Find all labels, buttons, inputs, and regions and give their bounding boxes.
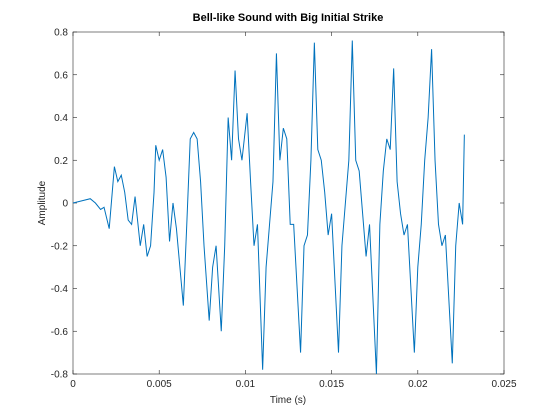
x-axis-label: Time (s): [270, 395, 306, 406]
x-tick-label: 0.015: [319, 379, 344, 390]
y-tick-label: -0.4: [51, 284, 69, 295]
y-tick-label: 0.4: [54, 113, 68, 124]
x-tick-label: 0: [70, 379, 76, 390]
x-tick-label: 0.005: [147, 379, 172, 390]
plot-area: [72, 31, 505, 375]
y-axis-label: Amplitude: [37, 180, 48, 225]
x-tick-label: 0.02: [408, 379, 428, 390]
y-tick-label: 0: [62, 199, 68, 210]
x-tick-label: 0.01: [236, 379, 256, 390]
y-tick-label: 0.8: [54, 28, 68, 39]
y-tick-label: -0.2: [51, 241, 69, 252]
y-tick-label: -0.6: [51, 327, 69, 338]
y-tick-label: 0.2: [54, 156, 68, 167]
chart-title: Bell-like Sound with Big Initial Strike: [193, 12, 384, 24]
y-tick-label: 0.6: [54, 70, 68, 81]
y-tick-label: -0.8: [51, 370, 69, 381]
line-series: [72, 40, 465, 375]
x-tick-label: 0.025: [491, 379, 516, 390]
